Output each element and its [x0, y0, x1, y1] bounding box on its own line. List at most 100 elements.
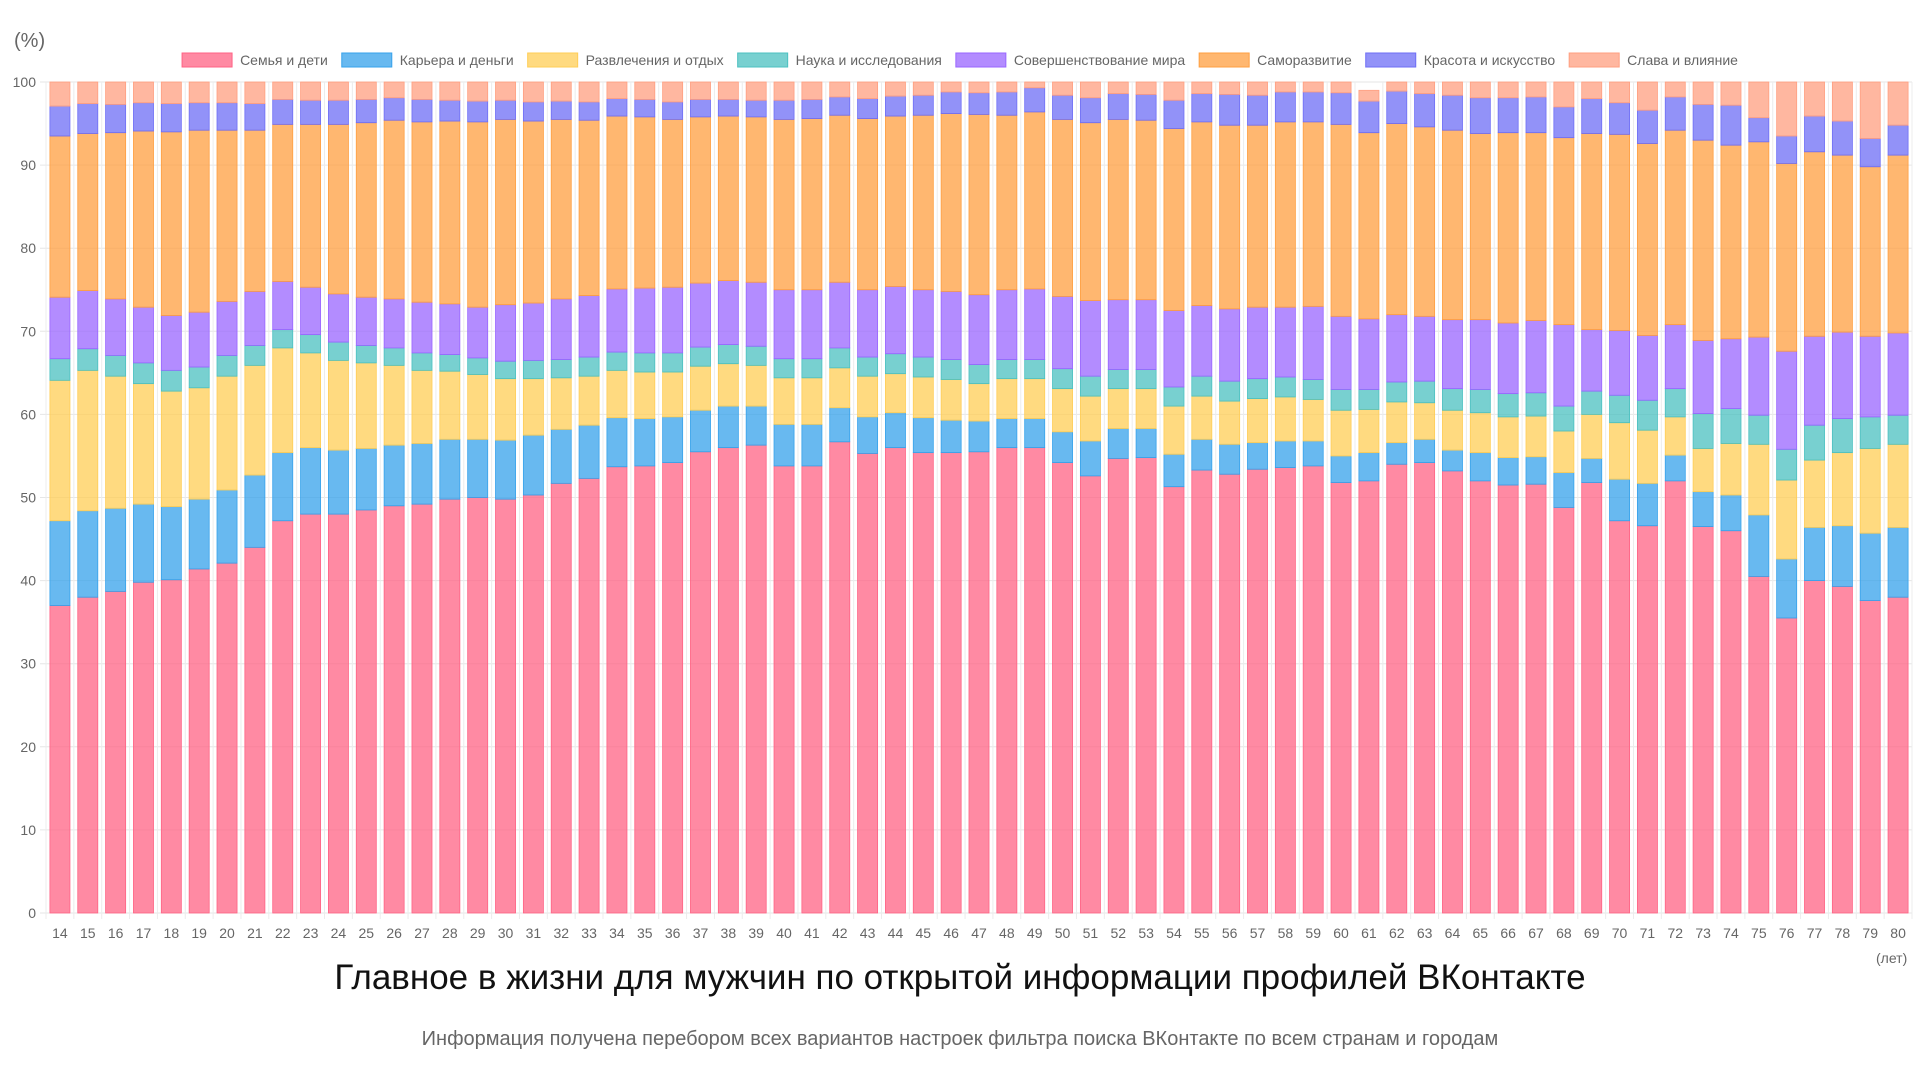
- bar-segment: [1664, 129, 1686, 326]
- legend-item[interactable]: Карьера и деньги: [341, 52, 514, 68]
- bar-segment: [1720, 144, 1742, 340]
- bar-segment: [745, 281, 767, 347]
- bar-segment: [522, 101, 544, 122]
- bar-segment: [773, 99, 795, 120]
- bar-segment: [160, 506, 182, 581]
- bar-segment: [662, 118, 684, 288]
- bar-segment: [690, 81, 711, 100]
- bar-segment: [439, 303, 461, 355]
- bar-segment: [857, 98, 879, 119]
- bar-segment: [216, 489, 238, 564]
- bar-segment: [244, 291, 266, 346]
- bar-segment: [467, 357, 489, 375]
- bar-segment: [411, 503, 433, 914]
- x-tick-label: 15: [80, 925, 96, 941]
- bar-segment: [1302, 399, 1324, 442]
- bar-segment: [745, 405, 767, 446]
- bar-segment: [1386, 314, 1408, 383]
- x-tick-label: 54: [1166, 925, 1182, 941]
- bar-segment: [1219, 380, 1241, 402]
- legend-item[interactable]: Развлечения и отдых: [527, 52, 724, 68]
- bar-segment: [439, 354, 461, 372]
- bar-segment: [467, 374, 489, 440]
- x-tick-label: 34: [609, 925, 625, 941]
- bar-segment: [1859, 448, 1881, 534]
- bar-segment: [244, 364, 266, 476]
- legend-item[interactable]: Семья и дети: [181, 52, 328, 68]
- bar-segment: [857, 356, 879, 377]
- bar-segment: [1358, 100, 1380, 134]
- bar-segment: [355, 99, 377, 124]
- x-tick-label: 57: [1250, 925, 1266, 941]
- bar-segment: [1804, 424, 1825, 461]
- bar-segment: [1525, 96, 1547, 134]
- bar-segment: [1302, 91, 1324, 123]
- bar-segment: [996, 447, 1018, 914]
- bar-segment: [1609, 330, 1630, 396]
- bar-segment: [578, 101, 600, 121]
- bar-segment: [1859, 81, 1881, 139]
- bar-segment: [1469, 389, 1491, 414]
- bar-segment: [1804, 580, 1825, 914]
- bar-segment: [1776, 558, 1798, 619]
- bar-segment: [1831, 81, 1853, 122]
- bar-segment: [1107, 458, 1129, 914]
- bar-segment: [1358, 480, 1380, 914]
- bar-segment: [1024, 447, 1046, 914]
- bar-segment: [550, 100, 572, 120]
- y-tick-label: 0: [28, 905, 36, 921]
- legend-item[interactable]: Саморазвитие: [1198, 52, 1352, 68]
- bar-segment: [1274, 467, 1296, 914]
- bar-segment: [1581, 413, 1603, 459]
- bar-segment: [1469, 452, 1491, 482]
- legend-item[interactable]: Слава и влияние: [1568, 52, 1738, 68]
- bar-segment: [1330, 389, 1352, 411]
- bar-segment: [662, 371, 684, 418]
- bar-segment: [1609, 102, 1630, 135]
- bar-segment: [1804, 151, 1825, 337]
- x-tick-label: 53: [1138, 925, 1154, 941]
- legend-item[interactable]: Наука и исследования: [737, 52, 942, 68]
- bar-segment: [1191, 395, 1213, 440]
- x-tick-label: 77: [1807, 925, 1823, 941]
- bar-segment: [244, 81, 266, 105]
- bar-segment: [1219, 443, 1241, 475]
- bar-segment: [1887, 414, 1909, 445]
- bar-segment: [1831, 418, 1853, 454]
- bar-segment: [1776, 163, 1798, 352]
- bar-segment: [1079, 375, 1101, 397]
- bar-segment: [857, 416, 879, 454]
- bar-segment: [467, 438, 489, 498]
- bar-segment: [439, 498, 461, 914]
- bar-segment: [1748, 81, 1770, 119]
- bar-segment: [216, 354, 238, 377]
- bar-segment: [105, 354, 127, 377]
- x-tick-label: 21: [247, 925, 263, 941]
- bar-segment: [1497, 322, 1519, 395]
- legend-label: Совершенствование мира: [1014, 52, 1186, 68]
- bar-segment: [829, 281, 851, 349]
- legend-item[interactable]: Совершенствование мира: [955, 52, 1186, 68]
- bar-segment: [1525, 392, 1547, 417]
- chart-subtitle: Информация получена перебором всех вариа…: [421, 1028, 1499, 1050]
- bar-segment: [968, 114, 990, 296]
- bar-segment: [272, 347, 294, 454]
- bar-segment: [1024, 87, 1046, 113]
- bar-segment: [606, 288, 628, 353]
- bar-segment: [355, 509, 377, 914]
- bar-segment: [1636, 81, 1658, 111]
- bar-segment: [1497, 457, 1519, 486]
- x-tick-label: 28: [442, 925, 458, 941]
- bar-segment: [1386, 81, 1408, 92]
- bar-segment: [1274, 121, 1296, 308]
- x-tick-label: 41: [804, 925, 820, 941]
- bar-segment: [857, 118, 879, 291]
- bar-segment: [829, 114, 851, 283]
- bar-segment: [1692, 413, 1714, 449]
- bar-segment: [495, 378, 516, 441]
- legend-item[interactable]: Красота и искусство: [1365, 52, 1556, 68]
- bar-segment: [550, 359, 572, 379]
- y-axis-unit-label: (%): [14, 30, 45, 52]
- x-tick-label: 47: [971, 925, 987, 941]
- bar-segment: [912, 81, 934, 96]
